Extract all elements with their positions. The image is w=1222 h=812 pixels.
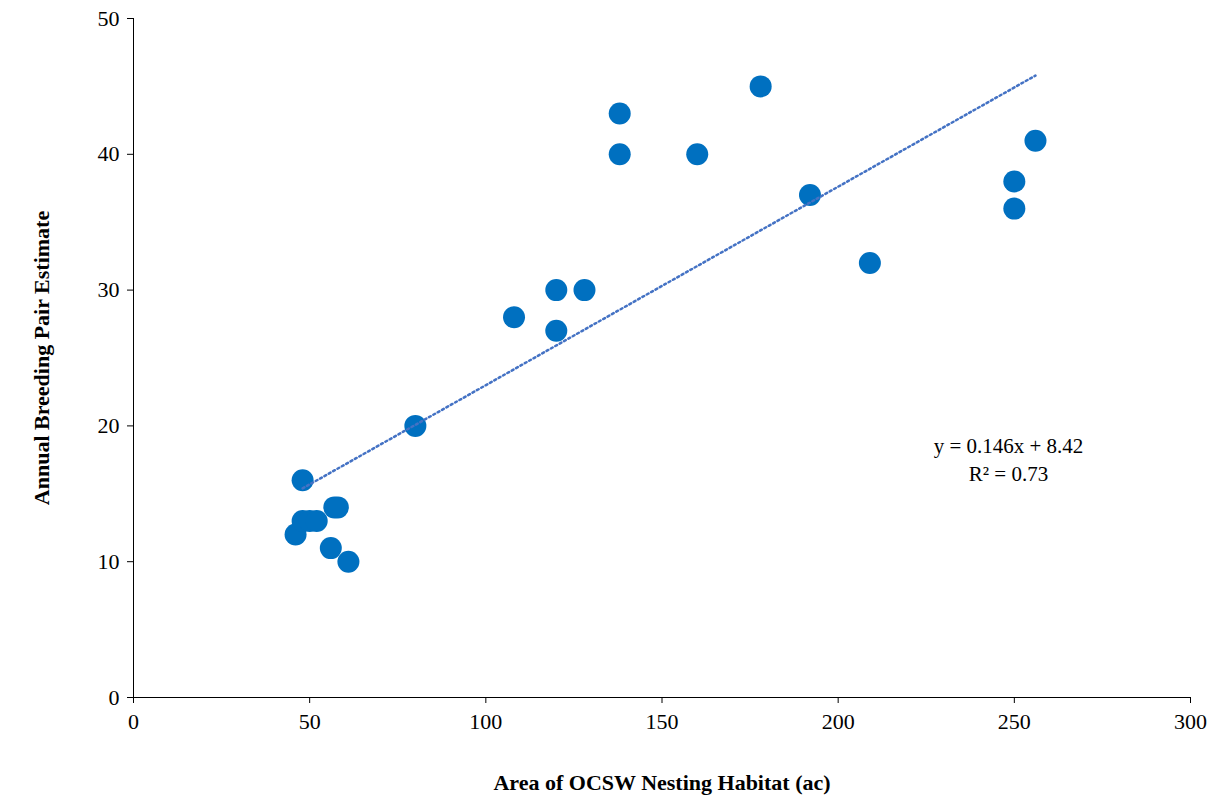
svg-text:50: 50	[98, 6, 120, 31]
svg-text:20: 20	[98, 413, 120, 438]
svg-text:0: 0	[109, 685, 120, 710]
svg-text:40: 40	[98, 141, 120, 166]
svg-text:200: 200	[822, 709, 855, 734]
svg-text:30: 30	[98, 277, 120, 302]
svg-text:100: 100	[469, 709, 502, 734]
svg-text:10: 10	[98, 549, 120, 574]
svg-text:300: 300	[1174, 709, 1207, 734]
svg-text:50: 50	[299, 709, 321, 734]
svg-text:Area of OCSW Nesting Habitat (: Area of OCSW Nesting Habitat (ac)	[493, 770, 830, 795]
svg-text:250: 250	[998, 709, 1031, 734]
svg-text:150: 150	[646, 709, 679, 734]
svg-text:y = 0.146x + 8.42: y = 0.146x + 8.42	[934, 434, 1084, 458]
svg-text:Annual Breeding Pair Estimate: Annual Breeding Pair Estimate	[29, 211, 54, 506]
svg-text:R² = 0.73: R² = 0.73	[969, 462, 1048, 486]
svg-text:0: 0	[128, 709, 139, 734]
